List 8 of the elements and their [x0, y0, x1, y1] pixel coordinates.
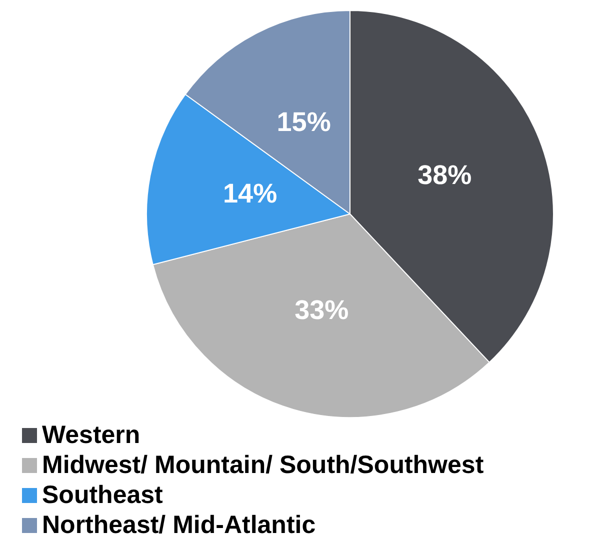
- data-label: 14%: [223, 178, 278, 208]
- legend-label: Western: [42, 420, 140, 450]
- legend-label: Southeast: [42, 480, 163, 510]
- data-label: 33%: [294, 295, 349, 326]
- data-label: 38%: [418, 160, 472, 190]
- legend-label: Midwest/ Mountain/ South/Southwest: [42, 450, 484, 480]
- data-label: 15%: [276, 106, 331, 137]
- legend-label: Northeast/ Mid-Atlantic: [42, 510, 316, 540]
